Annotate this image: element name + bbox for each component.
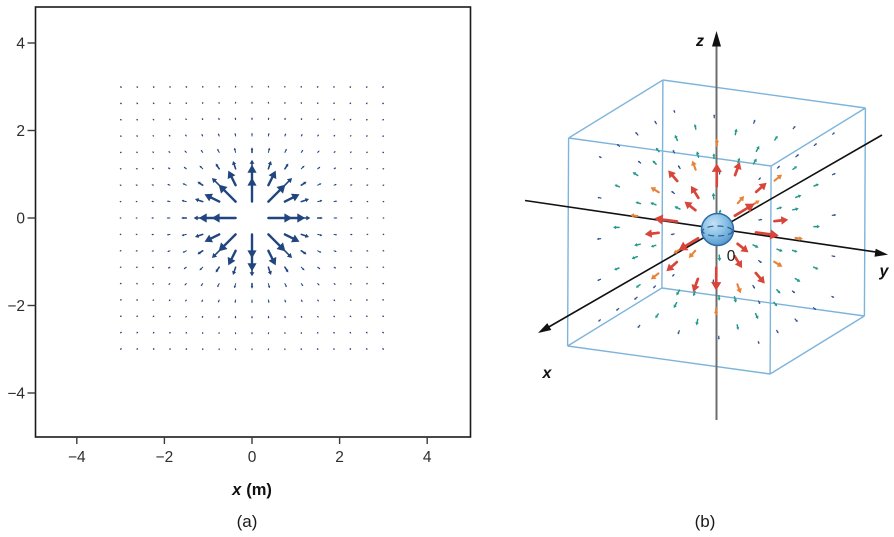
x-tick-label: 0 xyxy=(248,449,257,466)
y-axis-label: y xyxy=(879,263,890,280)
field-arrow-shafts-2d xyxy=(120,86,384,350)
charge-sphere xyxy=(700,212,735,247)
x-tick-label: −4 xyxy=(68,449,86,466)
field-arrows-3d xyxy=(596,109,837,345)
field-arrows-2d xyxy=(119,85,385,351)
y-tick-label: 0 xyxy=(16,211,25,228)
sphere-equator-dashed xyxy=(701,225,734,237)
x-axis-label: x (m) xyxy=(231,481,272,499)
y-tick-label: −4 xyxy=(7,386,25,403)
vector-field-2d-plot: −4 −2 0 2 4 4 2 0 −2 −4 x (m) xyxy=(7,6,472,499)
panel-a-2d-field: −4 −2 0 2 4 4 2 0 −2 −4 x (m) (a) xyxy=(7,6,472,531)
z-axis-arrowhead xyxy=(712,31,721,47)
field-arrow-shafts-3d xyxy=(598,110,835,344)
cube-edges xyxy=(566,79,867,375)
axis-ticks: −4 −2 0 2 4 4 2 0 −2 −4 xyxy=(7,36,432,467)
origin-label: 0 xyxy=(727,248,736,265)
caption-a: (a) xyxy=(236,512,258,531)
field-arrow-shafts-2d xyxy=(182,148,322,288)
bounding-cube xyxy=(566,79,867,375)
field-arrow-shafts-3d xyxy=(632,141,801,313)
y-tick-label: 2 xyxy=(16,123,25,140)
z-axis-label: z xyxy=(695,33,704,50)
panel-b-3d-field: z y x 0 (b) xyxy=(500,0,894,537)
y-tick-label: −2 xyxy=(7,298,25,315)
x-tick-label: −2 xyxy=(156,449,174,466)
x-tick-label: 2 xyxy=(335,449,344,466)
y-tick-label: 4 xyxy=(16,36,25,53)
x-axis-arrowhead xyxy=(538,323,552,333)
field-arrow-shafts-3d xyxy=(650,167,783,287)
x-tick-label: 4 xyxy=(423,449,432,466)
field-arrow-heads-2d xyxy=(119,85,385,351)
x-axis-label-3d: x xyxy=(542,365,553,382)
y-axis-arrowhead xyxy=(874,248,888,257)
y-axis-line xyxy=(524,199,878,253)
caption-b: (b) xyxy=(694,512,716,531)
vector-field-3d-plot: z y x 0 xyxy=(524,31,890,420)
plot-frame xyxy=(34,6,472,438)
